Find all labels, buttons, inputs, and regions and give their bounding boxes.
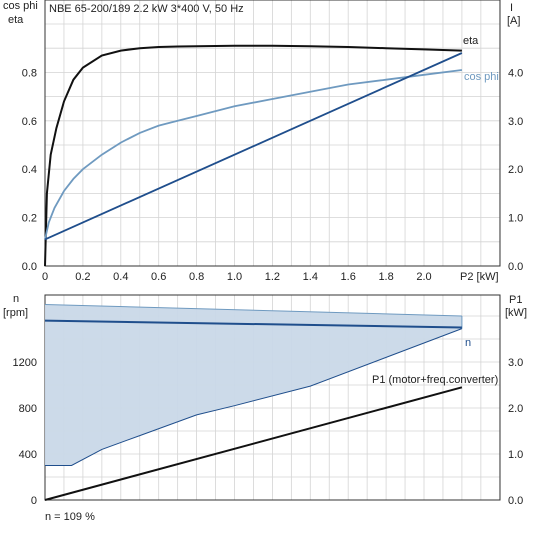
top-x-tick-label: 1.8 xyxy=(378,271,393,283)
bottom-left-axis-label-1: n xyxy=(13,293,19,305)
top-left-tick-label: 0.0 xyxy=(22,261,37,273)
top-left-tick-label: 0.4 xyxy=(22,164,37,176)
top-left-axis-label-1: cos phi xyxy=(3,0,38,12)
series-line-cos-phi xyxy=(44,69,463,240)
bottom-left-tick-label: 400 xyxy=(19,449,37,461)
operating-range-lower-edge xyxy=(45,328,463,466)
series-label-p1: P1 (motor+freq.converter) xyxy=(372,374,498,386)
top-x-tick-label: 0.2 xyxy=(75,271,90,283)
series-line-i xyxy=(44,52,463,241)
top-x-tick-label: 1.4 xyxy=(303,271,318,283)
top-right-tick-label: 1.0 xyxy=(508,213,523,225)
top-x-tick-label: 1.2 xyxy=(265,271,280,283)
top-x-tick-label: 0.6 xyxy=(151,271,166,283)
bottom-left-tick-label: 1200 xyxy=(13,357,37,369)
series-line-n xyxy=(44,319,462,329)
top-right-tick-label: 4.0 xyxy=(508,67,523,79)
bottom-series xyxy=(44,319,463,501)
bottom-left-tick-label: 800 xyxy=(19,403,37,415)
top-right-tick-label: 3.0 xyxy=(508,116,523,128)
bottom-right-tick-label: 3.0 xyxy=(508,357,523,369)
series-label-cos-phi: cos phi xyxy=(464,71,499,83)
top-left-tick-label: 0.2 xyxy=(22,213,37,225)
top-grid xyxy=(44,0,501,267)
top-x-tick-label: 0 xyxy=(42,271,48,283)
bottom-left-tick-label: 0 xyxy=(31,495,37,507)
top-right-tick-label: 2.0 xyxy=(508,164,523,176)
series-label-eta: eta xyxy=(463,35,479,47)
operating-range-area xyxy=(45,304,462,466)
bottom-band xyxy=(44,304,463,466)
bottom-right-axis-label-2: [kW] xyxy=(505,307,527,319)
operating-range-upper-edge xyxy=(44,304,462,317)
series-label-n: n xyxy=(465,337,471,349)
bottom-right-tick-label: 1.0 xyxy=(508,449,523,461)
bottom-tick-labels: 0 400 800 1200 0.0 1.0 2.0 3.0 xyxy=(13,357,524,507)
top-left-tick-label: 0.6 xyxy=(22,116,37,128)
top-right-tick-label: 0.0 xyxy=(508,261,523,273)
speed-power-chart: n [rpm] P1 [kW] 040080012000.01.02.03.0 … xyxy=(3,293,527,523)
series-line-p1 xyxy=(44,386,463,501)
bottom-right-axis-label-1: P1 xyxy=(509,294,522,306)
speed-footer: n = 109 % xyxy=(45,511,95,523)
top-x-tick-label: 0.4 xyxy=(113,271,128,283)
top-x-tick-label: 1.0 xyxy=(227,271,242,283)
top-plot-frame xyxy=(44,0,501,267)
top-x-tick-label: 1.6 xyxy=(341,271,356,283)
top-right-axis-label-1: I xyxy=(510,2,513,14)
top-left-axis-label-2: eta xyxy=(8,14,24,26)
top-right-axis-label-2: [A] xyxy=(507,15,520,27)
top-tick-labels: 0 0.2 0.4 0.6 0.8 1.0 1.2 1.4 1.6 1.8 2.0 0.0 0.2 0.4… xyxy=(22,67,524,283)
bottom-right-tick-label: 2.0 xyxy=(508,403,523,415)
bottom-left-axis-label-2: [rpm] xyxy=(3,307,28,319)
bottom-right-tick-label: 0.0 xyxy=(508,495,523,507)
top-left-tick-label: 0.8 xyxy=(22,67,37,79)
efficiency-chart: NBE 65-200/189 2.2 kW 3*400 V, 50 Hz cos… xyxy=(3,0,523,283)
top-x-tick-label: 2.0 xyxy=(416,271,431,283)
top-series xyxy=(44,44,463,267)
top-x-axis-label: P2 [kW] xyxy=(460,271,499,283)
top-chart-title: NBE 65-200/189 2.2 kW 3*400 V, 50 Hz xyxy=(49,3,244,15)
series-line-eta xyxy=(44,44,462,267)
top-x-tick-label: 0.8 xyxy=(189,271,204,283)
